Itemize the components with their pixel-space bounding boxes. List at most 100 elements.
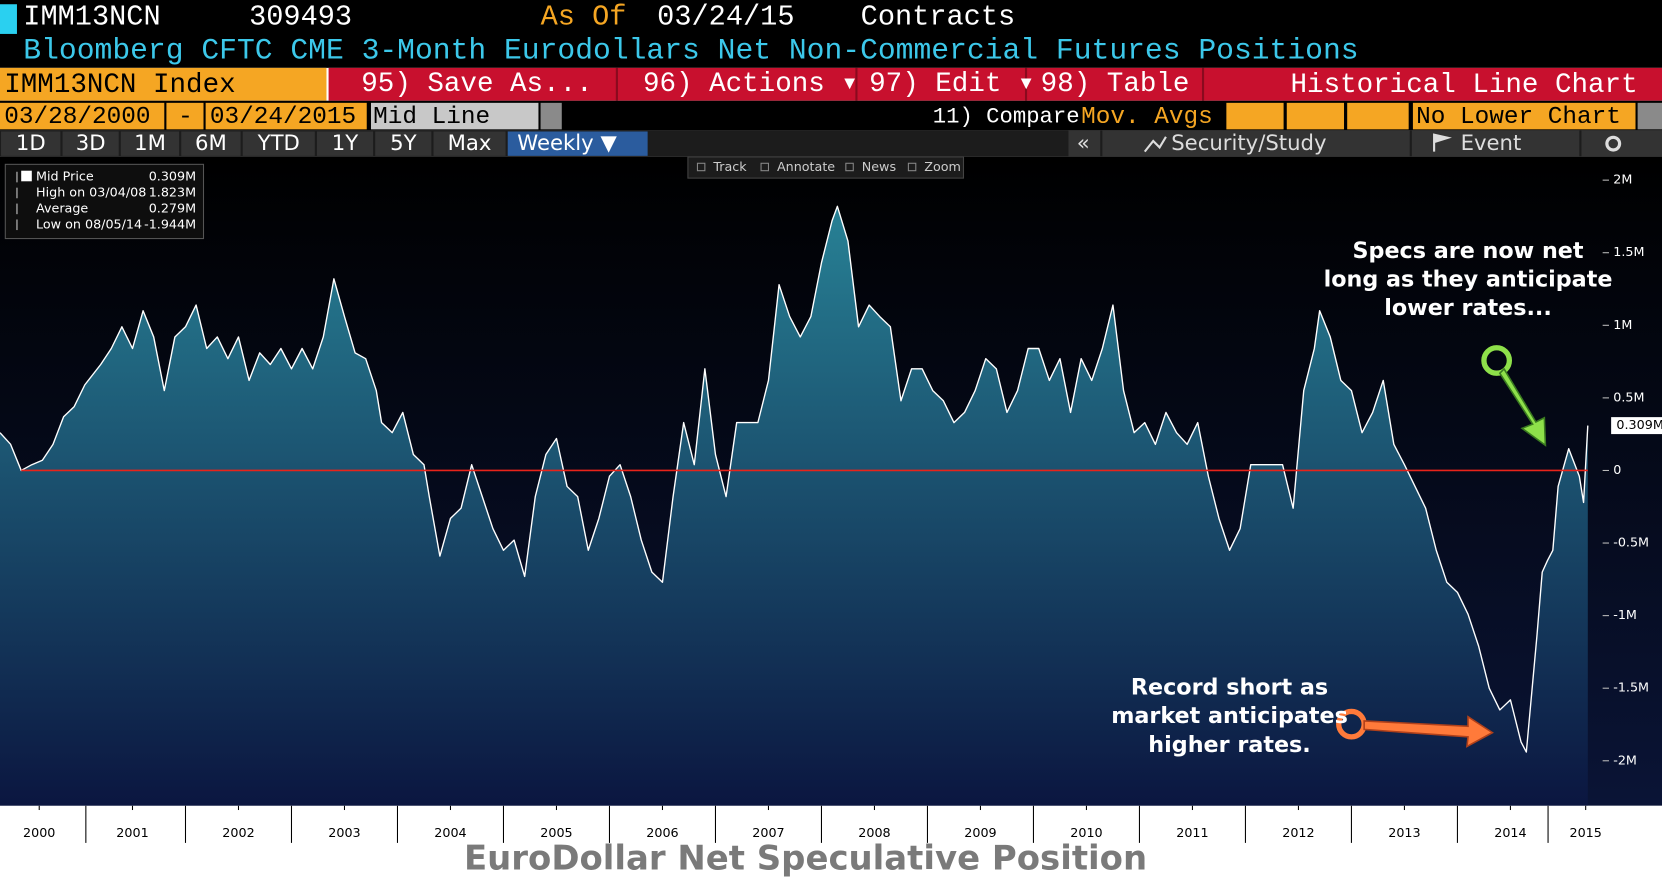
- lower-chart-box[interactable]: [1412, 102, 1636, 130]
- range-button[interactable]: [1, 131, 61, 156]
- compare[interactable]: 11) Compare: [933, 103, 1080, 129]
- range-label[interactable]: Weekly ▼: [517, 130, 617, 155]
- tool-icon[interactable]: [907, 162, 917, 172]
- lower-chart[interactable]: No Lower Chart: [1416, 104, 1621, 131]
- menu-item[interactable]: 95) Save As...: [361, 69, 592, 100]
- range-label[interactable]: YTD: [257, 130, 300, 155]
- stats-label: Average: [36, 200, 88, 215]
- last-value-box: [1611, 417, 1662, 435]
- range-label[interactable]: 1M: [134, 130, 166, 155]
- stats-value: -1.944M: [144, 216, 196, 231]
- range-button[interactable]: [181, 131, 241, 156]
- study-icon: [1143, 136, 1167, 153]
- start-date[interactable]: 03/28/2000: [4, 104, 150, 131]
- stats-value: 0.309M: [149, 169, 196, 184]
- chart-title: EuroDollar Net Speculative Position: [464, 838, 1147, 877]
- range-label[interactable]: 5Y: [390, 130, 416, 155]
- x-tick-label: 2001: [116, 825, 148, 840]
- x-tick-label: 2011: [1176, 825, 1208, 840]
- chart-name: Historical Line Chart: [1291, 70, 1638, 101]
- start-date-box[interactable]: [0, 102, 165, 130]
- chart-tools: [687, 156, 965, 179]
- x-tick-label: 2009: [964, 825, 996, 840]
- mode-dropdown[interactable]: [540, 102, 562, 130]
- option-box[interactable]: [1286, 102, 1345, 130]
- mode-box[interactable]: [370, 102, 539, 130]
- tool-label[interactable]: Annotate: [777, 159, 835, 174]
- last-value-label: 0.309M: [1616, 417, 1662, 432]
- lower-chart-dropdown[interactable]: [1637, 102, 1662, 130]
- separator-box: [166, 102, 204, 130]
- menu-item[interactable]: 96) Actions ▾: [643, 69, 858, 100]
- x-tick-label: 2003: [328, 825, 360, 840]
- annotation: lower rates...: [1384, 295, 1552, 321]
- range-button[interactable]: [507, 131, 648, 156]
- description: Bloomberg CFTC CME 3-Month Eurodollars N…: [23, 34, 1358, 68]
- range-button[interactable]: [62, 131, 119, 156]
- header-marker: [0, 4, 17, 34]
- security-box[interactable]: [0, 67, 327, 101]
- range-label[interactable]: 3D: [76, 130, 106, 155]
- x-tick-label: 2015: [1569, 825, 1601, 840]
- tool-label[interactable]: Track: [712, 159, 747, 174]
- y-tick-label: -1M: [1613, 607, 1637, 622]
- menu-item[interactable]: 97) Edit ▾: [869, 69, 1034, 100]
- option-box[interactable]: [1226, 102, 1284, 130]
- x-tick-label: 2005: [540, 825, 572, 840]
- tool-icon[interactable]: [696, 162, 706, 172]
- x-tick-label: 2012: [1282, 825, 1314, 840]
- area: [0, 206, 1588, 806]
- settings-button[interactable]: [1581, 130, 1662, 157]
- annotation: market anticipates: [1111, 703, 1348, 729]
- tool-icon[interactable]: [760, 162, 769, 172]
- y-tick-label: 1.5M: [1613, 244, 1644, 259]
- menu-bar: [328, 67, 1662, 101]
- tool-label[interactable]: Zoom: [924, 159, 961, 174]
- y-tick-label: 0.5M: [1613, 389, 1644, 404]
- annotation: Record short as: [1131, 675, 1328, 701]
- stats-swatch: [21, 170, 32, 182]
- green-arrow: [1481, 345, 1547, 447]
- x-tick-label: 2014: [1494, 825, 1526, 840]
- end-date-box[interactable]: [205, 102, 367, 130]
- mode[interactable]: Mid Line: [373, 104, 490, 131]
- compare-value[interactable]: Mov. Avgs: [1081, 104, 1213, 131]
- menu-item[interactable]: 98) Table: [1041, 69, 1190, 100]
- security-study[interactable]: Security/Study: [1171, 130, 1326, 155]
- study-button[interactable]: [1102, 130, 1410, 157]
- settings-icon[interactable]: [1605, 135, 1622, 152]
- tool-label[interactable]: News: [862, 159, 896, 174]
- range-label[interactable]: Max: [448, 130, 492, 155]
- x-tick-label: 2006: [646, 825, 678, 840]
- collapse-button[interactable]: [1068, 130, 1101, 157]
- event-button[interactable]: [1411, 130, 1580, 157]
- y-tick-label: -2M: [1613, 752, 1637, 767]
- range-label[interactable]: 6M: [195, 130, 227, 155]
- range-button[interactable]: [242, 131, 315, 156]
- x-tick-label: 2008: [858, 825, 890, 840]
- x-tick-label: 2000: [23, 825, 55, 840]
- annotation: long as they anticipate: [1324, 266, 1613, 292]
- range-button[interactable]: [120, 131, 180, 156]
- y-tick-label: -0.5M: [1613, 535, 1649, 550]
- range-label[interactable]: 1Y: [332, 130, 358, 155]
- security[interactable]: IMM13NCN Index: [4, 70, 235, 101]
- x-tick-label: 2004: [434, 825, 466, 840]
- range-button[interactable]: [433, 131, 506, 156]
- x-tick-label: 2013: [1388, 825, 1420, 840]
- y-tick-label: 1M: [1613, 317, 1632, 332]
- as-of-date: 03/24/15: [657, 1, 794, 34]
- end-date[interactable]: 03/24/2015: [210, 104, 356, 131]
- tool-icon[interactable]: [845, 162, 854, 172]
- stats-value: 0.279M: [149, 200, 196, 215]
- event-icon: [1433, 133, 1452, 152]
- option-box[interactable]: [1347, 102, 1409, 130]
- range-button[interactable]: [316, 131, 374, 156]
- collapse[interactable]: «: [1077, 130, 1090, 155]
- menu-dividers: [615, 67, 1205, 101]
- event[interactable]: Event: [1461, 130, 1522, 155]
- range-button[interactable]: [375, 131, 432, 156]
- y-tick-label: 0: [1613, 462, 1621, 477]
- stats-label: Low on 08/05/14: [36, 216, 142, 231]
- range-label[interactable]: 1D: [16, 130, 46, 155]
